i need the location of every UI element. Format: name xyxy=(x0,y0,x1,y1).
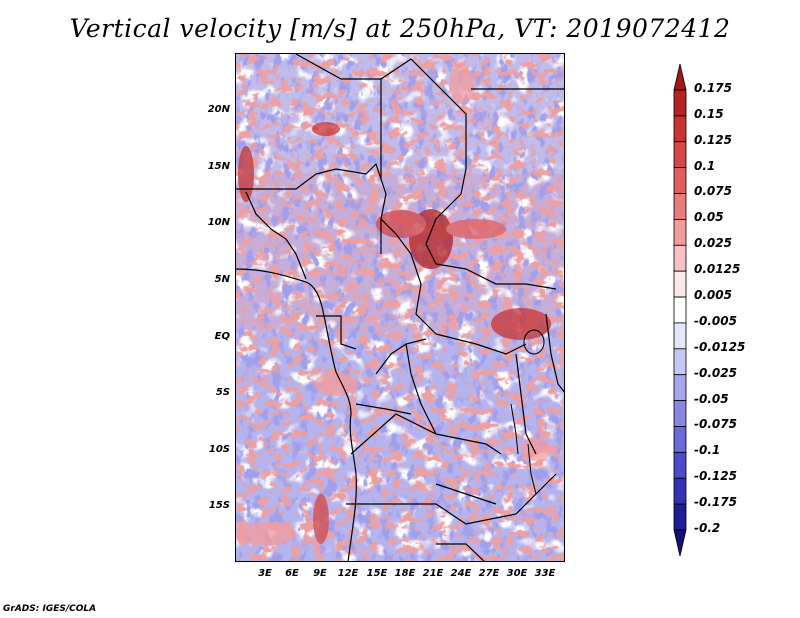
colorbar-label: 0.15 xyxy=(694,107,724,121)
colorbar-label: -0.005 xyxy=(694,314,737,328)
colorbar-label: -0.05 xyxy=(694,392,729,406)
lat-label-5s: 5S xyxy=(215,387,230,398)
lon-label-33e: 33E xyxy=(534,568,556,579)
colorbar-segment xyxy=(673,322,687,350)
field-texture-red xyxy=(236,54,564,561)
colorbar-label: 0.05 xyxy=(694,210,724,224)
updraft-cores xyxy=(236,64,551,546)
colorbar-label: -0.2 xyxy=(694,521,721,535)
colorbar-segment xyxy=(673,348,687,376)
lon-label-24e: 24E xyxy=(450,568,472,579)
colorbar-label: 0.025 xyxy=(694,236,732,250)
lat-label-10n: 10N xyxy=(207,217,230,228)
colorbar-segment xyxy=(673,400,687,427)
lat-label-15s: 15S xyxy=(208,500,230,511)
colorbar-bottom-triangle xyxy=(673,529,687,557)
colorbar-segment xyxy=(673,244,687,272)
lat-label-20n: 20N xyxy=(207,104,230,115)
lat-label-5n: 5N xyxy=(214,274,230,285)
map-panel xyxy=(235,53,565,562)
colorbar-label: -0.0125 xyxy=(694,340,746,354)
lon-label-27e: 27E xyxy=(478,568,500,579)
chart-title: Vertical velocity [m/s] at 250hPa, VT: 2… xyxy=(69,14,731,43)
colorbar-segment xyxy=(673,219,687,246)
map-plot xyxy=(236,54,564,561)
lon-label-15e: 15E xyxy=(366,568,388,579)
lat-label-eq: EQ xyxy=(214,331,230,342)
colorbar-segment xyxy=(673,141,687,169)
colorbar-label: -0.1 xyxy=(694,443,721,457)
colorbar-segment xyxy=(673,115,687,143)
colorbar-label: 0.1 xyxy=(694,159,716,173)
colorbar-label: 0.125 xyxy=(694,133,732,147)
colorbar-label: 0.0125 xyxy=(694,262,741,276)
lakes xyxy=(510,329,545,495)
colorbar-segment xyxy=(673,89,687,117)
colorbar-label: -0.175 xyxy=(694,495,737,509)
colorbar xyxy=(673,63,687,557)
colorbar-segment xyxy=(673,374,687,401)
colorbar-label: -0.025 xyxy=(694,366,737,380)
colorbar-label: 0.005 xyxy=(694,288,732,302)
lon-label-6e: 6E xyxy=(285,568,299,579)
colorbar-label: -0.075 xyxy=(694,417,737,431)
colorbar-segment xyxy=(673,296,687,324)
lon-label-21e: 21E xyxy=(422,568,444,579)
colorbar-segment xyxy=(673,426,687,453)
lon-label-18e: 18E xyxy=(394,568,416,579)
colorbar-segment xyxy=(673,270,687,298)
colorbar-segment xyxy=(673,503,687,531)
lon-label-9e: 9E xyxy=(313,568,327,579)
lat-label-15n: 15N xyxy=(207,161,230,172)
colorbar-segment xyxy=(673,167,687,194)
colorbar-top-triangle xyxy=(673,63,687,91)
lon-label-30e: 30E xyxy=(506,568,528,579)
footer-credit: GrADS: IGES/COLA xyxy=(3,604,97,614)
colorbar-segment xyxy=(673,477,687,505)
colorbar-label: 0.175 xyxy=(694,81,732,95)
colorbar-segment xyxy=(673,451,687,479)
lat-label-10s: 10S xyxy=(208,444,230,455)
colorbar-segment xyxy=(673,193,687,220)
colorbar-label: -0.125 xyxy=(694,469,737,483)
lon-label-3e: 3E xyxy=(258,568,272,579)
colorbar-label: 0.075 xyxy=(694,184,732,198)
lon-label-12e: 12E xyxy=(337,568,359,579)
political-boundaries xyxy=(236,54,564,561)
